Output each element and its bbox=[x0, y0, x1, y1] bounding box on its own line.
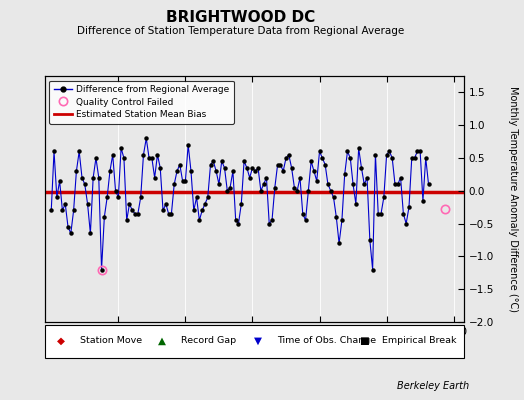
Text: BRIGHTWOOD DC: BRIGHTWOOD DC bbox=[167, 10, 315, 25]
Legend: Difference from Regional Average, Quality Control Failed, Estimated Station Mean: Difference from Regional Average, Qualit… bbox=[49, 80, 234, 124]
FancyBboxPatch shape bbox=[45, 325, 464, 358]
Text: ▲: ▲ bbox=[158, 336, 166, 346]
Text: Berkeley Earth: Berkeley Earth bbox=[397, 381, 469, 391]
Y-axis label: Monthly Temperature Anomaly Difference (°C): Monthly Temperature Anomaly Difference (… bbox=[508, 86, 518, 312]
Text: ▼: ▼ bbox=[254, 336, 262, 346]
Text: Difference of Station Temperature Data from Regional Average: Difference of Station Temperature Data f… bbox=[78, 26, 405, 36]
Text: Empirical Break: Empirical Break bbox=[382, 336, 456, 346]
Text: ■: ■ bbox=[359, 336, 369, 346]
Text: ◆: ◆ bbox=[57, 336, 65, 346]
Text: Record Gap: Record Gap bbox=[181, 336, 236, 346]
Text: Time of Obs. Change: Time of Obs. Change bbox=[277, 336, 376, 346]
Text: Station Move: Station Move bbox=[80, 336, 143, 346]
